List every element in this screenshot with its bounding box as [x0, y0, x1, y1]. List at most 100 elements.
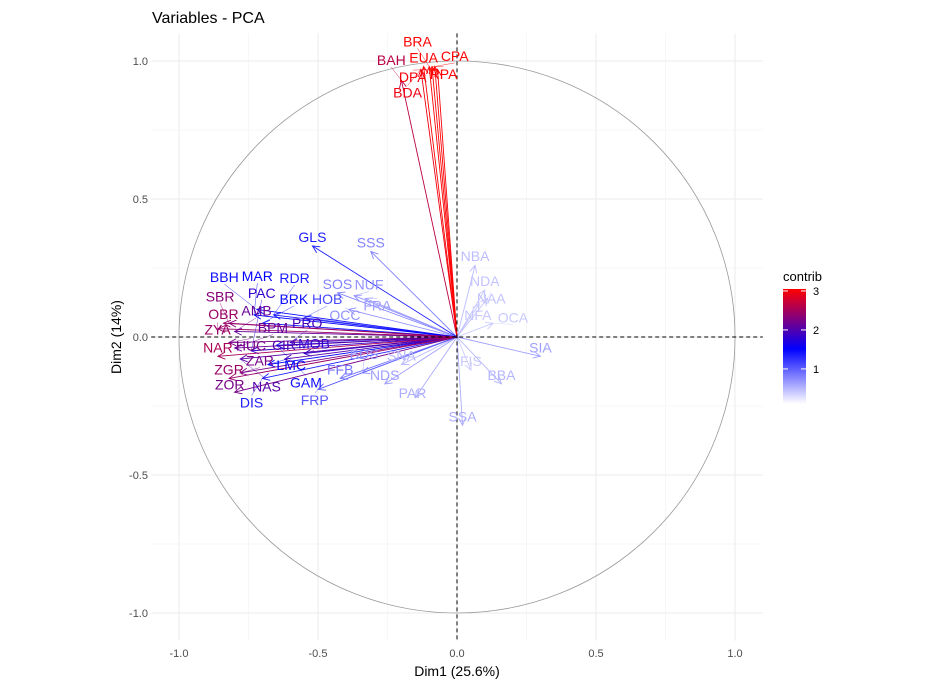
variable-arrow	[216, 336, 458, 360]
variable-label: ZYA	[204, 322, 231, 338]
variable-arrow	[417, 68, 458, 338]
arrow-shaft	[456, 336, 472, 371]
variable-arrow	[228, 336, 458, 381]
arrow-head	[311, 245, 321, 253]
arrow-head	[383, 376, 393, 385]
variable-label: NFA	[464, 307, 492, 323]
variable-arrow	[383, 336, 458, 385]
label-leader-line	[412, 69, 438, 71]
variable-arrow	[456, 336, 472, 372]
arrow-shaft	[348, 308, 458, 338]
variable-arrow	[336, 291, 458, 338]
label-leader-line	[434, 62, 455, 67]
variable-labels: EUABRARPACPADPABDABAHNAROBRZYAZGRSBRHUCZ…	[203, 33, 552, 424]
label-leader-line	[487, 291, 492, 299]
variable-label: FIS	[460, 353, 482, 369]
variable-label: GAM	[290, 375, 322, 391]
label-leader-line	[273, 284, 295, 316]
arrow-shaft	[431, 66, 458, 338]
variable-arrow	[400, 336, 458, 366]
variable-label: NBA	[461, 248, 490, 264]
variable-label: NDA	[470, 273, 500, 289]
arrow-shaft	[370, 251, 458, 338]
label-leader-line	[262, 305, 294, 324]
variable-label: PAR	[399, 385, 427, 401]
variable-label: BPM	[258, 320, 288, 336]
variable-label: FFB	[327, 361, 353, 377]
variable-label: RDR	[279, 270, 309, 286]
x-tick-label: 0.5	[588, 648, 603, 660]
variable-label: PAC	[248, 285, 276, 301]
variable-label: ZOR	[215, 376, 245, 392]
variable-arrow	[456, 336, 542, 359]
variable-label: ZGR	[214, 361, 244, 377]
label-leader-line	[219, 303, 230, 324]
variable-label: EUA	[409, 50, 438, 66]
arrow-shaft	[353, 295, 458, 338]
arrow-head	[228, 373, 237, 381]
legend-tick-label: 3	[813, 286, 819, 298]
label-leader-line	[240, 367, 260, 374]
variable-label: SBR	[206, 288, 235, 304]
arrow-head	[420, 65, 429, 75]
arrow-shaft	[456, 322, 494, 338]
variable-arrow	[456, 289, 486, 338]
arrow-shaft	[456, 298, 488, 338]
x-tick-label: 0.0	[449, 648, 464, 660]
arrow-shaft	[267, 336, 458, 366]
label-leader-line	[276, 345, 307, 376]
arrow-shaft	[456, 336, 541, 357]
label-leader-line	[344, 307, 349, 310]
arrow-shaft	[223, 322, 458, 338]
label-leader-line	[407, 69, 422, 86]
arrow-shaft	[234, 336, 458, 349]
variable-arrow	[233, 336, 458, 395]
variable-label: HUC	[236, 337, 266, 353]
variable-arrow	[311, 245, 458, 338]
variable-label: OCA	[498, 309, 529, 325]
variable-label: RPA	[430, 66, 458, 82]
variable-label: SNA	[387, 348, 416, 364]
legend-tick-label: 2	[813, 325, 819, 337]
legend-title: contrib	[783, 269, 822, 284]
y-tick-label: 0.5	[133, 194, 148, 206]
arrow-shaft	[456, 289, 486, 338]
variable-label: BBA	[487, 367, 516, 383]
arrow-head	[469, 264, 478, 274]
chart-title: Variables - PCA	[152, 10, 265, 27]
label-leader-line	[228, 338, 252, 343]
arrow-head	[400, 358, 410, 366]
variable-arrow	[456, 336, 503, 385]
arrow-shaft	[414, 336, 458, 398]
label-leader-line	[477, 303, 480, 308]
variable-label: FRP	[301, 392, 329, 408]
label-leader-line	[253, 283, 258, 315]
label-leader-line	[290, 329, 308, 343]
x-tick-label: 1.0	[727, 648, 742, 660]
variable-label: LMC	[276, 357, 306, 373]
arrow-shaft	[456, 336, 502, 385]
variable-label: NDS	[370, 367, 400, 383]
variable-arrow	[456, 264, 478, 338]
arrow-head	[493, 376, 503, 385]
arrow-head	[477, 289, 486, 299]
variable-arrow	[420, 65, 458, 338]
label-leader-line	[267, 357, 292, 365]
variable-label: NAA	[477, 291, 506, 307]
variable-label: DIS	[240, 395, 263, 411]
variable-label: MAR	[242, 268, 273, 284]
arrow-shaft	[456, 336, 464, 426]
variable-label: AMB	[241, 303, 271, 319]
axes: -1.0 -0.5 0.0 0.5 1.0 -1.0 -0.5 0.0 0.5 1.0	[129, 33, 763, 660]
arrow-shaft	[400, 80, 458, 338]
variable-label: FRA	[363, 297, 392, 313]
arrow-shaft	[428, 66, 458, 338]
variable-label: OBR	[208, 306, 238, 322]
variable-label: SSS	[357, 234, 385, 250]
arrow-shaft	[423, 66, 458, 338]
x-axis-label: Dim1 (25.6%)	[414, 663, 500, 679]
variable-label: BBH	[210, 269, 239, 285]
variable-label: SIA	[529, 339, 552, 355]
variable-label: HOB	[312, 291, 342, 307]
